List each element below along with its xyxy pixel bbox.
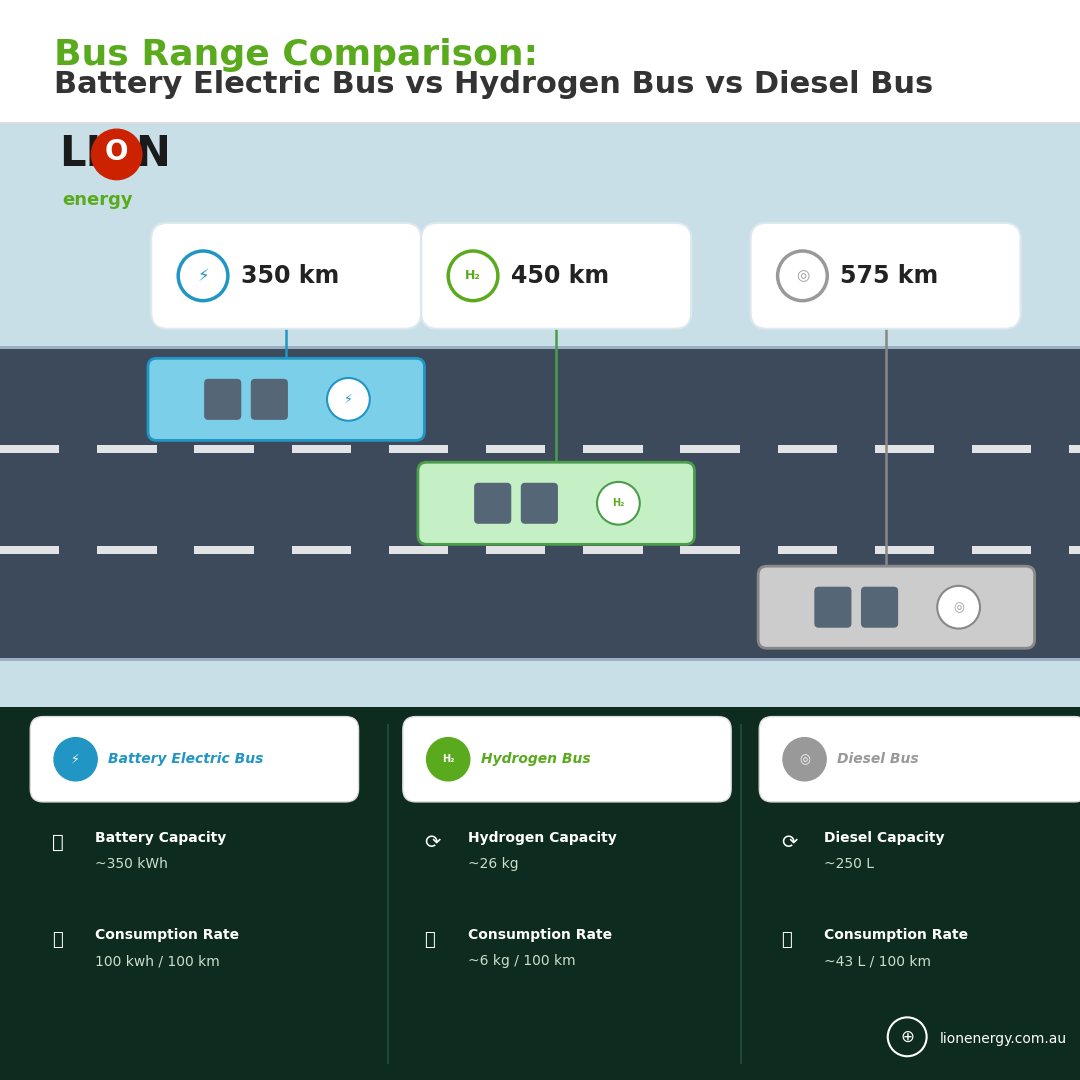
Text: ⊕: ⊕	[901, 1028, 914, 1045]
Circle shape	[54, 738, 97, 781]
Bar	[292, 445, 351, 453]
FancyBboxPatch shape	[861, 586, 899, 627]
Bar	[680, 546, 740, 554]
FancyBboxPatch shape	[30, 717, 359, 801]
Text: O: O	[105, 138, 129, 166]
Bar	[0, 346, 1080, 661]
Bar	[194, 546, 254, 554]
Text: LI: LI	[59, 133, 102, 175]
Bar	[972, 546, 1031, 554]
Text: Consumption Rate: Consumption Rate	[95, 929, 239, 942]
FancyBboxPatch shape	[758, 566, 1035, 648]
Circle shape	[427, 738, 470, 781]
FancyBboxPatch shape	[421, 222, 691, 328]
FancyBboxPatch shape	[151, 222, 421, 328]
Text: 100 kwh / 100 km: 100 kwh / 100 km	[95, 955, 220, 968]
Text: ⎕: ⎕	[52, 833, 64, 852]
Circle shape	[937, 585, 980, 629]
Text: 575 km: 575 km	[840, 264, 939, 288]
FancyBboxPatch shape	[204, 379, 241, 420]
Text: 450 km: 450 km	[511, 264, 609, 288]
Bar	[778, 546, 837, 554]
Bar	[583, 546, 643, 554]
Bar	[0, 124, 1080, 707]
Bar	[972, 445, 1031, 453]
Text: Battery Capacity: Battery Capacity	[95, 832, 227, 845]
Bar	[778, 445, 837, 453]
Bar	[0, 546, 59, 554]
Bar	[0, 122, 1080, 124]
FancyBboxPatch shape	[403, 717, 731, 801]
Text: ⟳: ⟳	[781, 833, 797, 852]
Text: ⧗: ⧗	[424, 931, 435, 948]
Text: Battery Electric Bus vs Hydrogen Bus vs Diesel Bus: Battery Electric Bus vs Hydrogen Bus vs …	[54, 70, 933, 99]
Bar	[194, 445, 254, 453]
Text: ~350 kWh: ~350 kWh	[95, 858, 167, 870]
Bar	[680, 445, 740, 453]
Text: energy: energy	[63, 191, 133, 210]
Text: Bus Range Comparison:: Bus Range Comparison:	[54, 38, 538, 71]
Text: ⚡: ⚡	[71, 753, 80, 766]
FancyBboxPatch shape	[521, 483, 558, 524]
Text: ⧗: ⧗	[52, 931, 63, 948]
Circle shape	[178, 251, 228, 300]
Bar	[875, 445, 934, 453]
FancyBboxPatch shape	[474, 483, 511, 524]
Text: lionenergy.com.au: lionenergy.com.au	[940, 1032, 1067, 1045]
Bar	[389, 445, 448, 453]
Bar	[740, 724, 742, 1064]
Bar	[583, 445, 643, 453]
Text: ~26 kg: ~26 kg	[468, 858, 518, 870]
Text: ⟳: ⟳	[424, 833, 441, 852]
Text: ~6 kg / 100 km: ~6 kg / 100 km	[468, 955, 576, 968]
Bar	[0, 0, 1080, 124]
Bar	[389, 546, 448, 554]
Text: ◎: ◎	[796, 268, 809, 283]
Text: ~250 L: ~250 L	[824, 858, 874, 870]
FancyBboxPatch shape	[418, 462, 694, 544]
Text: H₂: H₂	[612, 498, 624, 509]
Text: ⚡: ⚡	[198, 267, 208, 285]
Text: Consumption Rate: Consumption Rate	[824, 929, 968, 942]
Text: H₂: H₂	[442, 754, 455, 765]
Circle shape	[597, 482, 639, 525]
Text: ⚡: ⚡	[345, 393, 353, 406]
FancyBboxPatch shape	[251, 379, 288, 420]
Bar	[292, 546, 351, 554]
Bar	[0, 346, 1080, 349]
Bar	[875, 546, 934, 554]
Bar	[0, 658, 1080, 661]
FancyBboxPatch shape	[814, 586, 851, 627]
Text: H₂: H₂	[465, 269, 481, 282]
Text: 350 km: 350 km	[241, 264, 339, 288]
Bar	[387, 724, 389, 1064]
FancyBboxPatch shape	[751, 222, 1021, 328]
Bar	[97, 546, 157, 554]
Text: ◎: ◎	[954, 600, 964, 613]
Bar	[1069, 546, 1080, 554]
Circle shape	[448, 251, 498, 300]
Bar	[486, 546, 545, 554]
Bar	[97, 445, 157, 453]
Circle shape	[327, 378, 369, 421]
Text: Hydrogen Bus: Hydrogen Bus	[481, 753, 591, 766]
Bar	[1069, 445, 1080, 453]
Bar	[0, 707, 1080, 1080]
Text: Diesel Bus: Diesel Bus	[837, 753, 919, 766]
Bar	[486, 445, 545, 453]
Text: Battery Electric Bus: Battery Electric Bus	[108, 753, 264, 766]
Text: Hydrogen Capacity: Hydrogen Capacity	[468, 832, 617, 845]
Circle shape	[783, 738, 826, 781]
Text: N: N	[135, 133, 170, 175]
Text: ◎: ◎	[799, 753, 810, 766]
Text: ~43 L / 100 km: ~43 L / 100 km	[824, 955, 931, 968]
Circle shape	[91, 129, 143, 180]
FancyBboxPatch shape	[759, 717, 1080, 801]
Text: ⧗: ⧗	[781, 931, 792, 948]
Bar	[0, 445, 59, 453]
FancyBboxPatch shape	[148, 359, 424, 441]
Circle shape	[778, 251, 827, 300]
Text: Consumption Rate: Consumption Rate	[468, 929, 611, 942]
Text: Diesel Capacity: Diesel Capacity	[824, 832, 945, 845]
